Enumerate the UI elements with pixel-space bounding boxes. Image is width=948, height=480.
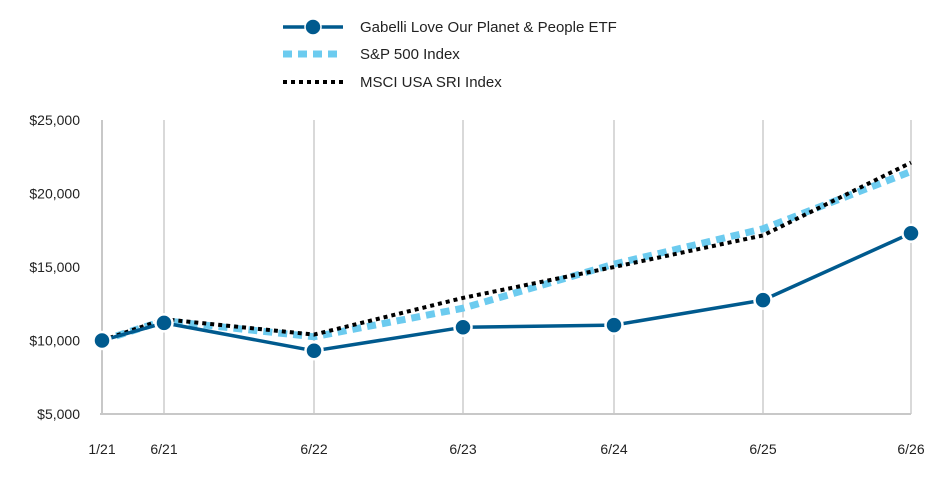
data-point: [304, 341, 324, 361]
legend-label: S&P 500 Index: [360, 46, 460, 63]
grid: [163, 120, 912, 414]
legend-marker: [304, 18, 322, 36]
data-point: [453, 317, 473, 338]
series-line: [101, 160, 912, 343]
y-tick-label: $20,000: [29, 186, 80, 202]
legend-label: MSCI USA SRI Index: [360, 74, 502, 91]
x-tick-label: 6/21: [150, 441, 177, 457]
data-point: [92, 330, 112, 351]
data-point: [154, 313, 174, 333]
data-point: [753, 290, 773, 310]
x-tick-label: 6/25: [749, 441, 776, 457]
legend-label: Gabelli Love Our Planet & People ETF: [360, 19, 617, 36]
axes: $5,000 $10,000 $15,000 $20,000 $25,000 1/21 6/…: [29, 112, 924, 457]
x-tick-label: 6/24: [600, 441, 627, 457]
x-tick-label: 1/21: [88, 441, 115, 457]
x-tick-label: 6/23: [449, 441, 476, 457]
data-point: [604, 315, 624, 335]
x-tick-label: 6/22: [300, 441, 327, 457]
y-tick-label: $10,000: [29, 333, 80, 349]
x-tick-label: 6/26: [897, 441, 924, 457]
y-tick-label: $25,000: [29, 112, 80, 128]
y-tick-label: $5,000: [37, 406, 80, 422]
data-point: [901, 223, 921, 243]
legend: Gabelli Love Our Planet & People ETF S&P …: [283, 18, 617, 91]
series: [92, 160, 921, 361]
y-tick-label: $15,000: [29, 259, 80, 275]
series-line: [100, 168, 913, 344]
